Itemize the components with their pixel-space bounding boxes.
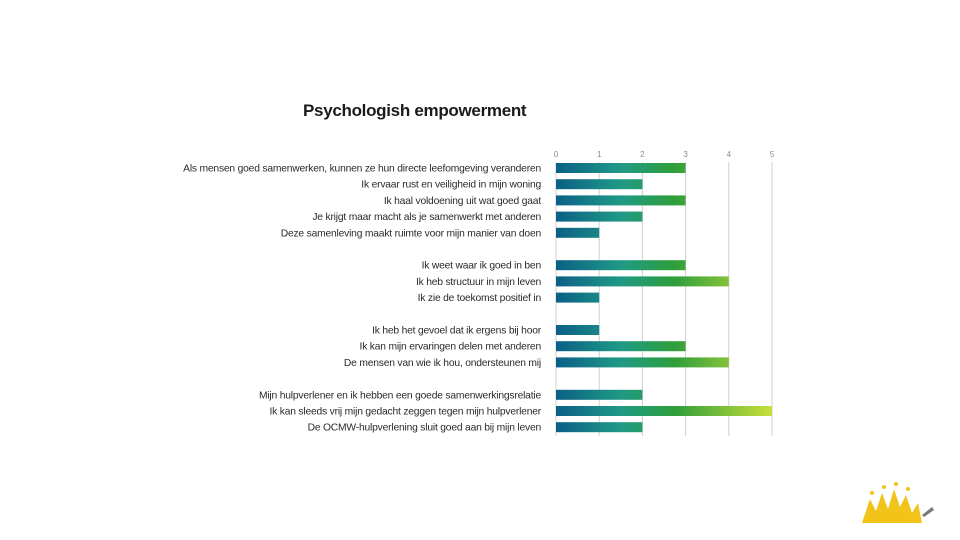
- category-label: Ik weet waar ik goed in ben: [422, 261, 542, 272]
- bar: [556, 292, 600, 303]
- bar: [556, 406, 772, 416]
- category-label: Deze samenleving maakt ruimte voor mijn …: [281, 228, 542, 239]
- category-labels: Als mensen goed samenwerken, kunnen ze h…: [183, 164, 542, 434]
- category-label: Als mensen goed samenwerken, kunnen ze h…: [183, 164, 541, 175]
- x-tick-label: 1: [597, 150, 602, 159]
- bar: [556, 195, 686, 206]
- bar: [556, 325, 600, 335]
- bar: [556, 211, 643, 222]
- x-tick-label: 0: [554, 150, 559, 159]
- category-label: Ik heb structuur in mijn leven: [416, 277, 542, 288]
- bar: [556, 260, 686, 271]
- bar: [556, 389, 643, 400]
- chart-title: Psychologish empowerment: [303, 101, 527, 120]
- category-label: Ik ervaar rust en veiligheid in mijn won…: [361, 180, 541, 191]
- x-tick-label: 2: [640, 150, 645, 159]
- x-tick-label: 4: [727, 150, 732, 159]
- bar: [556, 163, 686, 173]
- bar: [556, 357, 729, 368]
- bar: [556, 276, 729, 287]
- x-tick-label: 5: [770, 150, 775, 159]
- category-label: Ik haal voldoening uit wat goed gaat: [384, 196, 541, 207]
- category-label: Ik kan sleeds vrij mijn gedacht zeggen t…: [270, 407, 542, 418]
- category-label: Ik heb het gevoel dat ik ergens bij hoor: [372, 326, 542, 337]
- category-label: De mensen van wie ik hou, ondersteunen m…: [344, 358, 541, 369]
- bar: [556, 422, 643, 433]
- x-axis-ticks: 0 1 2 3 4 5: [554, 150, 775, 159]
- category-label: De OCMW-hulpverlening sluit goed aan bij…: [308, 423, 542, 434]
- bar: [556, 227, 600, 238]
- bar: [556, 179, 643, 190]
- category-label: Je krijgt maar macht als je samenwerkt m…: [312, 212, 541, 223]
- category-label: Ik zie de toekomst positief in: [418, 293, 542, 304]
- sunburst-logo-icon: [862, 482, 934, 523]
- bars: [556, 163, 772, 433]
- category-label: Ik kan mijn ervaringen delen met anderen: [360, 342, 542, 353]
- category-label: Mijn hulpverlener en ik hebben een goede…: [259, 390, 541, 401]
- x-tick-label: 3: [683, 150, 688, 159]
- bar: [556, 341, 686, 352]
